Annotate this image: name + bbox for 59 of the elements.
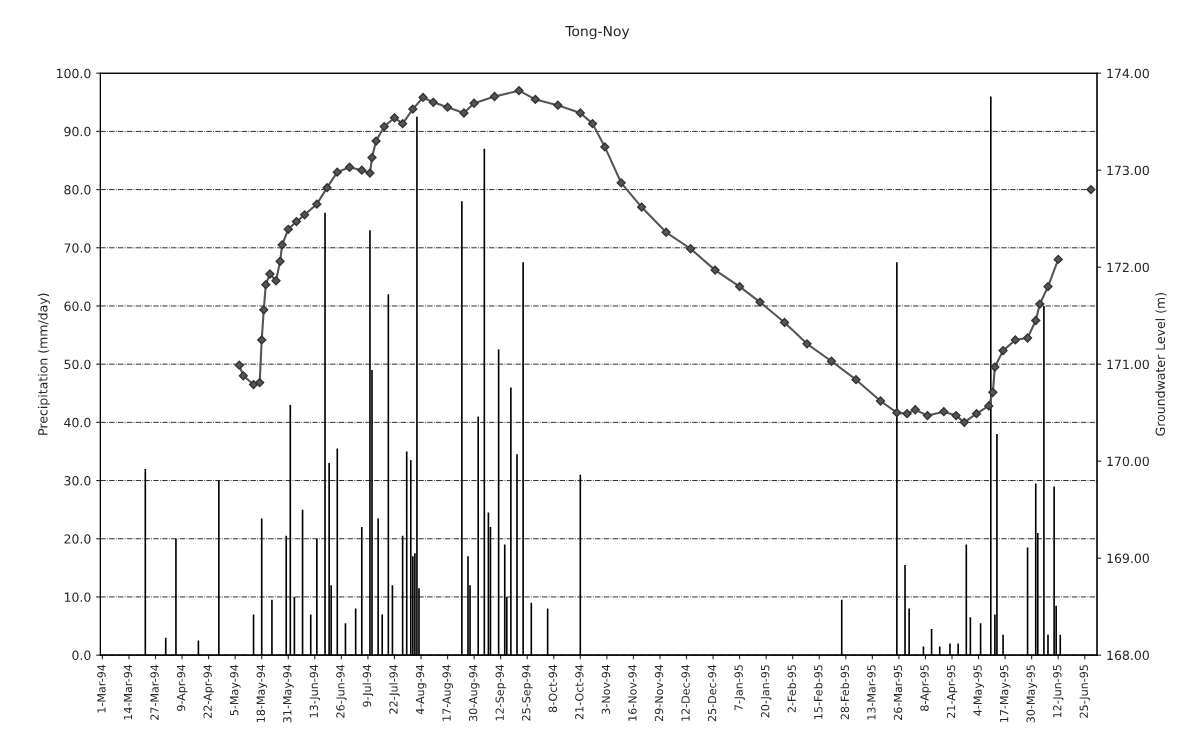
x-tick-label: 8-Apr-95 [920, 665, 931, 711]
y2-tick-label: 173.00 [1107, 165, 1149, 176]
x-tick-label: 9-Apr-94 [176, 664, 188, 711]
y2-tick-label: 174.00 [1107, 68, 1149, 79]
y-tick-label: 30.0 [64, 476, 91, 486]
y2-tick-label: 170.00 [1107, 456, 1149, 467]
y2-axis-title: Groundwater Level (m) [1155, 293, 1167, 436]
y-tick-label: 20.0 [64, 534, 91, 544]
x-tick-label: 1-Mar-94 [97, 664, 106, 713]
x-tick-label: 21-Oct-94 [575, 664, 584, 720]
y-tick-label: 100.0 [56, 68, 91, 79]
x-tick-label: 27-Mar-94 [150, 664, 159, 720]
x-tick-label: 15-Feb-95 [813, 665, 823, 719]
x-tick-label: 12-Dec-94 [681, 664, 690, 721]
y-tick-label: 50.0 [64, 359, 91, 370]
y2-tick-label: 171.00 [1107, 359, 1149, 370]
x-tick-label: 26-Mar-95 [893, 665, 903, 720]
x-tick-label: 7-Jan-95 [734, 665, 745, 711]
x-tick-label: 21-Apr-95 [946, 665, 958, 718]
y-tick-label: 60.0 [64, 301, 91, 311]
x-tick-label: 17-May-95 [999, 665, 1011, 723]
x-tick-label: 5-May-94 [229, 664, 241, 716]
x-tick-label: 18-May-94 [256, 664, 268, 723]
y2-tick-label: 169.00 [1107, 553, 1149, 564]
y-tick-label: 0.0 [72, 650, 91, 661]
x-tick-label: 22-Apr-94 [203, 664, 214, 718]
chart-title: Tong-Noy [565, 26, 630, 40]
y2-tick-label: 168.00 [1107, 650, 1149, 661]
x-tick-label: 4-Aug-94 [415, 664, 427, 715]
x-tick-label: 29-Nov-94 [654, 664, 664, 722]
y-tick-label: 70.0 [64, 243, 91, 253]
y-tick-label: 10.0 [64, 592, 91, 602]
x-tick-label: 25-Sep-94 [522, 664, 533, 721]
y-tick-label: 80.0 [64, 185, 91, 195]
x-tick-label: 13-Mar-95 [867, 665, 876, 720]
x-tick-label: 8-Oct-94 [548, 664, 557, 713]
x-tick-label: 12-Jun-95 [1053, 665, 1064, 718]
x-tick-label: 14-Mar-94 [123, 664, 133, 720]
x-tick-label: 4-May-95 [973, 665, 984, 716]
x-tick-label: 30-May-95 [1026, 665, 1038, 723]
x-tick-label: 12-Sep-94 [495, 664, 507, 721]
x-tick-label: 31-May-94 [283, 664, 294, 723]
x-tick-label: 25-Jun-95 [1079, 665, 1091, 718]
x-tick-label: 9-Jul-94 [362, 664, 374, 707]
x-tick-label: 17-Aug-94 [442, 664, 453, 721]
y-tick-label: 40.0 [64, 417, 91, 428]
x-tick-label: 25-Dec-94 [707, 664, 717, 722]
x-tick-label: 3-Nov-94 [601, 664, 611, 714]
x-tick-label: 28-Feb-95 [840, 665, 850, 720]
x-tick-label: 13-Jun-94 [309, 664, 321, 718]
x-tick-label: 2-Feb-95 [787, 665, 796, 713]
x-tick-label: 22-Jul-94 [389, 664, 400, 714]
x-tick-label: 30-Aug-94 [468, 664, 480, 722]
x-tick-label: 20-Jan-95 [760, 665, 772, 718]
y-axis-title: Precipitation (mm/day) [37, 293, 51, 435]
x-tick-label: 26-Jun-94 [336, 664, 347, 718]
x-tick-label: 16-Nov-94 [628, 664, 637, 721]
y-tick-label: 90.0 [64, 126, 91, 137]
y2-tick-label: 172.00 [1107, 262, 1149, 273]
